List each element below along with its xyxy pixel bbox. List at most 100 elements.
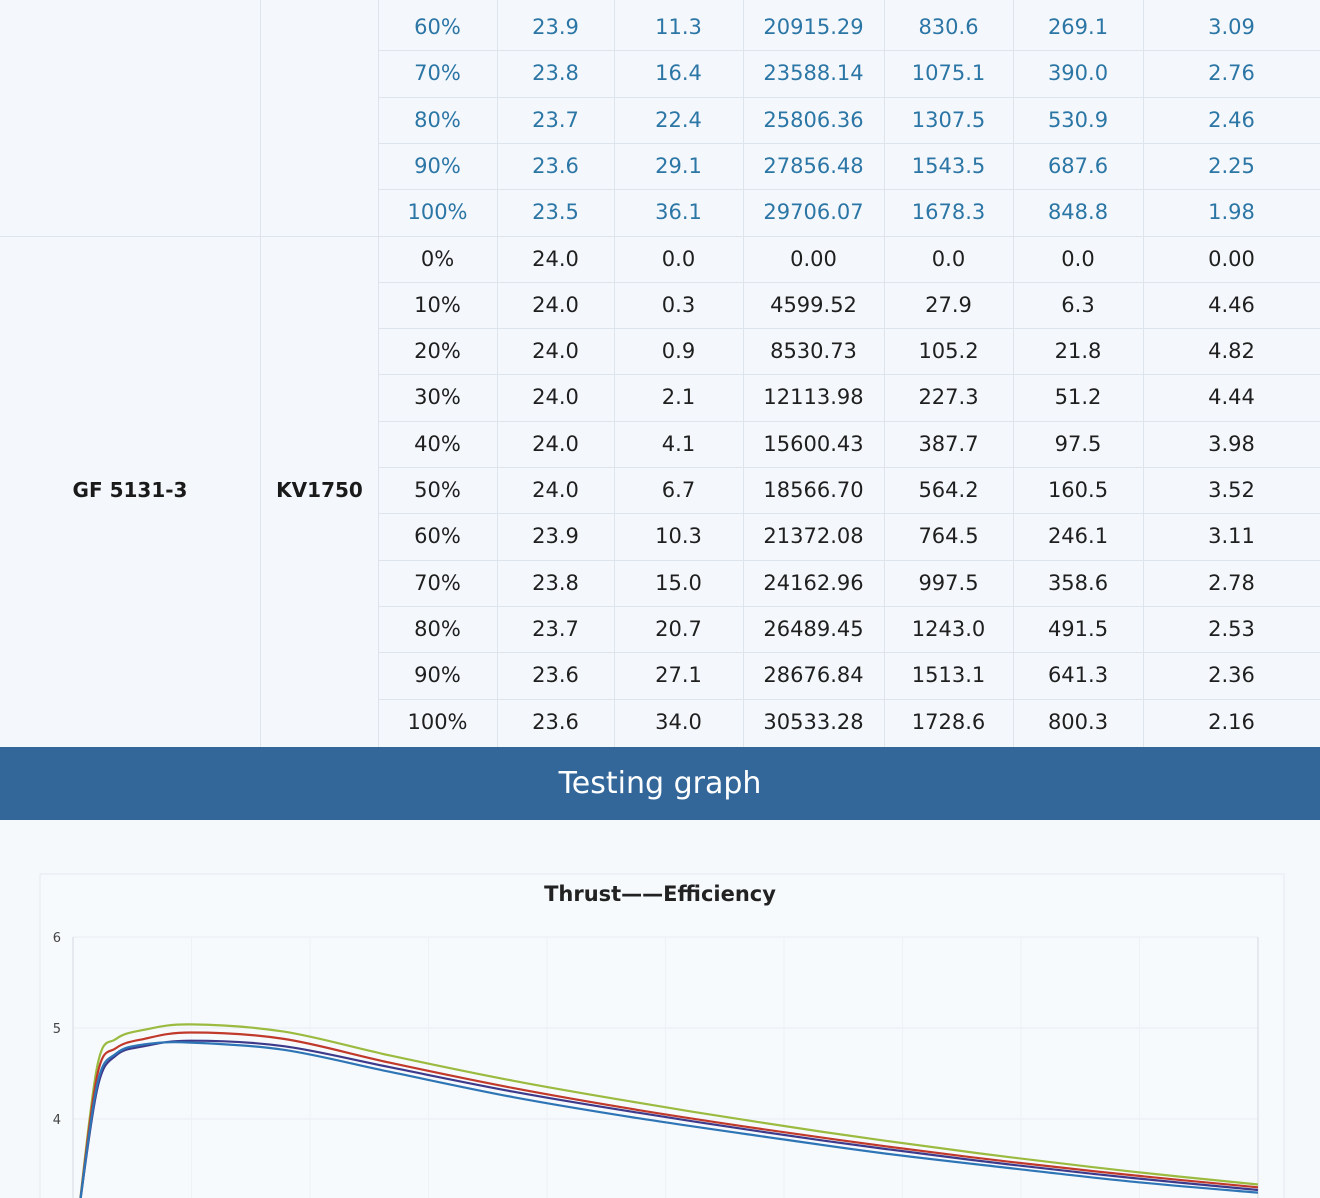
table-cell: 24.0 bbox=[532, 431, 579, 456]
grid-hline bbox=[378, 605, 1320, 607]
table-cell: 1513.1 bbox=[911, 663, 986, 688]
table-cell: 23588.14 bbox=[763, 61, 864, 86]
motor-kv-label: KV1750 bbox=[276, 478, 363, 502]
table-cell: 1.98 bbox=[1208, 200, 1255, 225]
table-cell: 60% bbox=[414, 15, 461, 39]
table-cell: 491.5 bbox=[1047, 616, 1109, 641]
table-cell: 27.1 bbox=[655, 663, 702, 688]
table-cell: 6.3 bbox=[1061, 292, 1095, 317]
table-cell: 0.3 bbox=[661, 292, 696, 317]
table-cell: 70% bbox=[414, 61, 461, 86]
grid-vline bbox=[614, 0, 615, 747]
table-cell: 24.0 bbox=[532, 385, 579, 410]
table-cell: 27856.48 bbox=[763, 153, 864, 178]
table-cell: 23.8 bbox=[532, 61, 579, 86]
table-cell: 4599.52 bbox=[770, 292, 857, 317]
grid-vline bbox=[1013, 0, 1014, 747]
table-cell: 18566.70 bbox=[763, 478, 864, 502]
table-cell: 11.3 bbox=[655, 15, 702, 39]
table-cell: 90% bbox=[414, 663, 461, 688]
grid-hline bbox=[378, 189, 1320, 191]
grid-vline bbox=[497, 0, 498, 747]
table-cell: 20915.29 bbox=[763, 15, 864, 39]
table-cell: 3.11 bbox=[1208, 524, 1255, 549]
chart-panel: 6 5 4 Thrust——Efficiency bbox=[0, 820, 1320, 1198]
table-cell: 387.7 bbox=[918, 431, 979, 456]
table-cell: 0.9 bbox=[661, 339, 696, 364]
table-cell: 530.9 bbox=[1047, 107, 1109, 132]
table-cell: 15600.43 bbox=[763, 431, 864, 456]
table-cell: 24.0 bbox=[532, 478, 579, 502]
table-cell: 6.7 bbox=[661, 478, 696, 502]
table-cell: 16.4 bbox=[655, 61, 702, 86]
series-line-4 bbox=[79, 1041, 1259, 1198]
table-cell: 51.2 bbox=[1054, 385, 1102, 410]
table-cell: 2.16 bbox=[1208, 709, 1255, 734]
table-cell: 0.0 bbox=[931, 246, 966, 271]
chart-frame bbox=[39, 873, 1285, 1198]
table-cell: 10% bbox=[414, 292, 461, 317]
grid-hline bbox=[378, 513, 1320, 515]
grid-vline bbox=[884, 0, 885, 747]
grid-hline bbox=[378, 698, 1320, 700]
table-cell: 23.6 bbox=[532, 709, 579, 734]
grid-vline bbox=[260, 0, 261, 747]
table-cell: 24.0 bbox=[532, 246, 579, 271]
series-line-2 bbox=[79, 1031, 1259, 1198]
section-banner: Testing graph bbox=[0, 747, 1320, 820]
chart-title: Thrust——Efficiency bbox=[544, 882, 776, 906]
table-cell: 564.2 bbox=[918, 478, 979, 502]
table-cell: 0.0 bbox=[661, 246, 696, 271]
table-cell: 3.98 bbox=[1208, 431, 1255, 456]
table-cell: 687.6 bbox=[1047, 153, 1109, 178]
table-cell: 29.1 bbox=[655, 153, 702, 178]
table-cell: 8530.73 bbox=[770, 339, 857, 364]
grid-hline bbox=[0, 235, 1320, 237]
table-cell: 4.82 bbox=[1208, 339, 1255, 364]
table-cell: 26489.45 bbox=[763, 616, 864, 641]
table-cell: 15.0 bbox=[655, 570, 702, 595]
series-line-3 bbox=[79, 1039, 1259, 1198]
table-cell: 21372.08 bbox=[763, 524, 864, 549]
grid-hline bbox=[378, 420, 1320, 422]
table-cell: 2.53 bbox=[1208, 616, 1255, 641]
table-cell: 160.5 bbox=[1047, 478, 1109, 502]
grid-hline bbox=[378, 281, 1320, 283]
table-cell: 23.6 bbox=[532, 153, 579, 178]
table-cell: 2.78 bbox=[1208, 570, 1255, 595]
table-cell: 0.0 bbox=[1061, 246, 1095, 271]
table-cell: 390.0 bbox=[1047, 61, 1109, 86]
table-cell: 28676.84 bbox=[763, 663, 864, 688]
table-cell: 24162.96 bbox=[763, 570, 864, 595]
table-cell: 4.44 bbox=[1208, 385, 1255, 410]
table-cell: 24.0 bbox=[532, 292, 579, 317]
table-cell: 0.00 bbox=[790, 246, 837, 271]
table-cell: 2.36 bbox=[1208, 663, 1255, 688]
table-cell: 1307.5 bbox=[911, 107, 986, 132]
table-cell: 34.0 bbox=[655, 709, 702, 734]
table-cell: 3.09 bbox=[1208, 15, 1255, 39]
grid-hline bbox=[378, 96, 1320, 98]
table-cell: 21.8 bbox=[1054, 339, 1102, 364]
table-cell: 25806.36 bbox=[763, 107, 864, 132]
table-cell: 80% bbox=[414, 616, 461, 641]
table-cell: 848.8 bbox=[1047, 200, 1109, 225]
table-cell: 40% bbox=[414, 431, 461, 456]
table-cell: 2.1 bbox=[661, 385, 696, 410]
table-cell: 80% bbox=[414, 107, 461, 132]
table-cell: 12113.98 bbox=[763, 385, 864, 410]
table-cell: 70% bbox=[414, 570, 461, 595]
table-cell: 50% bbox=[414, 478, 461, 502]
table-cell: 2.46 bbox=[1208, 107, 1255, 132]
y-tick-label: 6 bbox=[53, 931, 61, 946]
table-cell: 60% bbox=[414, 524, 461, 549]
table-cell: 20% bbox=[414, 339, 461, 364]
grid-hline bbox=[378, 328, 1320, 330]
table-cell: 36.1 bbox=[655, 200, 702, 225]
table-cell: 22.4 bbox=[655, 107, 702, 132]
table-cell: 23.5 bbox=[532, 200, 579, 225]
grid-hline bbox=[378, 652, 1320, 654]
table-cell: 1543.5 bbox=[911, 153, 986, 178]
data-table: GF 5131-3 KV1750 60% 23.9 11.3 20915.29 830.… bbox=[0, 0, 1320, 747]
y-tick-label: 5 bbox=[53, 1022, 61, 1037]
